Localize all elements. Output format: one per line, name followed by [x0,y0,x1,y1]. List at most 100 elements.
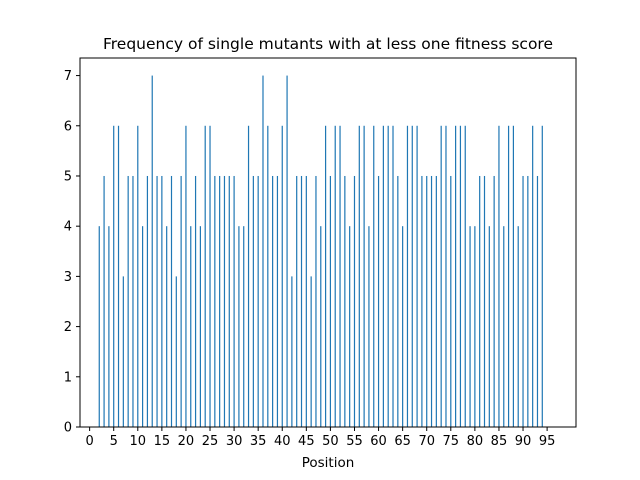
bar [166,226,168,427]
bar [296,175,298,427]
bar [426,175,428,427]
y-tick-label: 0 [64,421,72,436]
bar [315,175,317,427]
bars-group [98,75,543,427]
bar [291,276,293,427]
x-tick-label: 25 [202,434,219,449]
bar [257,175,259,427]
x-tick-label: 90 [515,434,532,449]
x-tick-label: 75 [443,434,460,449]
x-axis-title: Position [302,455,355,471]
bar [507,125,510,427]
bar [368,226,370,427]
bar [527,175,529,427]
bar [440,125,442,427]
bar [108,226,110,427]
x-tick-label: 15 [154,434,171,449]
bar [267,125,269,427]
bar [377,175,380,427]
bar [175,276,177,427]
bar [300,175,303,427]
x-tick-label: 30 [226,434,243,449]
x-tick-label: 60 [370,434,387,449]
bar [214,175,216,427]
bar [286,75,288,427]
bar [228,175,230,427]
bar [262,75,264,427]
y-tick-label: 1 [64,370,72,385]
bar [204,125,206,427]
bar [334,125,336,427]
bar [180,175,182,427]
bar [503,226,505,427]
bar [238,226,240,427]
plot-frame [79,57,577,428]
x-tick-label: 10 [130,434,147,449]
bar [445,125,447,427]
bar [103,175,105,427]
bar [464,125,466,427]
bar [329,175,332,427]
bar [488,226,490,427]
bar [219,175,221,427]
bar [517,226,519,427]
bar [344,175,346,427]
chart-title: Frequency of single mutants with at less… [103,35,553,53]
bar [435,175,437,427]
x-tick-label: 85 [491,434,508,449]
x-tick-label: 50 [322,434,339,449]
bar [474,226,476,427]
bar [310,276,312,427]
bar [479,175,481,427]
bar [397,175,399,427]
bar [512,125,514,427]
y-tick-label: 6 [64,119,72,134]
bar [209,125,211,427]
bar [450,175,452,427]
x-tick-label: 45 [298,434,315,449]
bar [247,125,250,427]
x-tick-label: 40 [274,434,291,449]
x-tick-label: 95 [539,434,556,449]
bar [146,175,149,427]
bar [430,175,433,427]
bar [324,125,327,427]
bar [185,125,187,427]
bar [137,125,139,427]
bar [151,75,153,427]
x-tick-label: 80 [467,434,484,449]
x-tick-label: 70 [418,434,435,449]
bar [392,125,394,427]
x-tick-label: 65 [394,434,411,449]
bar [455,125,457,427]
bar [161,175,163,427]
bar [493,175,495,427]
bar [411,125,413,427]
bar [252,175,254,427]
bar [132,175,134,427]
bar [199,226,201,427]
bar [536,175,539,427]
bar [142,226,144,427]
bar [382,125,384,427]
bar [469,226,471,427]
bar [358,125,360,427]
bar [305,175,307,427]
bar [190,226,192,427]
bar [339,125,341,427]
bar [498,125,500,427]
bar [122,276,124,427]
bar [233,175,235,427]
bar [416,125,418,427]
bar [387,125,389,427]
y-tick-label: 7 [64,69,72,84]
x-tick-label: 55 [346,434,363,449]
bar [223,175,226,427]
bar [522,175,524,427]
y-tick-label: 3 [64,270,72,285]
bar [194,175,197,427]
y-ticks-group: 0 1 2 3 4 5 6 7 [64,69,80,436]
x-tick-label: 20 [178,434,195,449]
